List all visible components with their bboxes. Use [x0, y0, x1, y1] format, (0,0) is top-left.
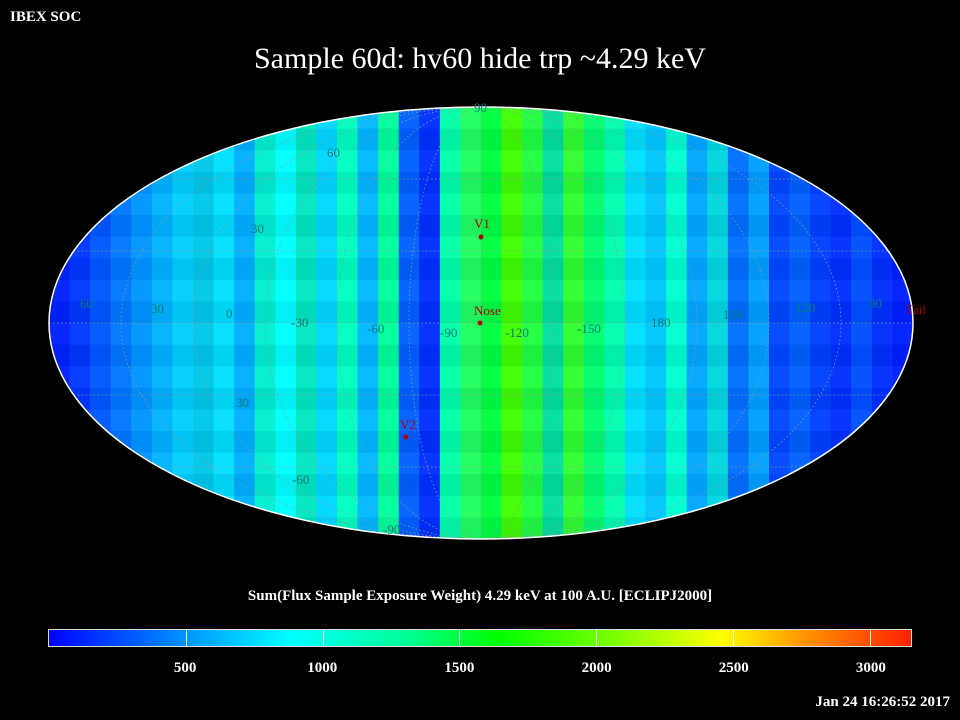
flux-band: [316, 107, 338, 539]
flux-row-shade: [49, 474, 913, 496]
timestamp: Jan 24 16:26:52 2017: [815, 694, 950, 710]
lon-label: -30: [291, 315, 308, 330]
marker-dot-v1: [478, 234, 484, 240]
flux-band: [501, 107, 523, 539]
meridian-line: [120, 107, 482, 539]
flux-row-shade: [49, 215, 913, 237]
lon-label: 180: [651, 315, 671, 330]
marker-label-nose: Nose: [474, 303, 501, 318]
flux-row-shade: [49, 323, 913, 345]
flux-band: [234, 107, 256, 539]
meridian-line: [192, 107, 482, 539]
flux-band: [439, 107, 462, 539]
colorbar-tick-label: 500: [173, 660, 197, 676]
lat-label: -90: [383, 522, 400, 537]
lon-label: 90: [869, 296, 882, 311]
lat-label: 30: [251, 221, 264, 236]
flux-row-shade: [49, 431, 913, 453]
marker-label-tail: Tail: [906, 302, 926, 317]
flux-band: [625, 107, 647, 539]
colorbar-tick: [733, 630, 735, 646]
flux-band: [295, 107, 318, 539]
flux-band: [460, 107, 482, 539]
colorbar-tick: [185, 630, 187, 646]
colorbar-tick-label: 3000: [855, 660, 886, 676]
lon-label: 120: [796, 300, 816, 315]
colorbar-tick: [322, 630, 324, 646]
flux-band: [481, 107, 503, 539]
flux-band: [604, 107, 626, 539]
flux-band: [213, 107, 235, 539]
page-title: Sample 60d: hv60 hide trp ~4.29 keV: [253, 42, 706, 75]
meridian-line: [480, 107, 842, 539]
map-outline: [48, 106, 914, 540]
lon-label: 0: [226, 306, 233, 321]
lat-label: 60: [327, 145, 340, 160]
lon-label: -90: [440, 325, 457, 340]
lat-label: -60: [292, 472, 309, 487]
flux-band: [172, 107, 194, 539]
flux-band: [666, 107, 688, 539]
flux-row-shade: [49, 387, 913, 410]
flux-band: [645, 107, 667, 539]
colorbar-tick: [459, 630, 461, 646]
colorbar-tick-label: 2000: [581, 660, 612, 676]
flux-band: [193, 107, 215, 539]
colorbar-tick: [869, 630, 871, 646]
flux-band: [337, 107, 359, 539]
lon-label: -150: [577, 321, 601, 336]
colorbar-tick: [596, 630, 598, 646]
lon-label: -60: [367, 321, 384, 336]
marker-dot-v2: [403, 434, 409, 440]
flux-band: [151, 107, 174, 539]
flux-band: [357, 107, 379, 539]
lon-label: -120: [505, 325, 529, 340]
colorbar-tick-label: 1500: [444, 660, 475, 676]
lat-label: 90: [474, 100, 487, 115]
meridian-line: [480, 107, 698, 539]
marker-label-v2: V2: [400, 417, 416, 432]
flux-band: [727, 107, 750, 539]
flux-band: [522, 107, 544, 539]
sky-map: 90 60 30 30 -60 -90 60 30 0 -30 -60 -90 …: [48, 100, 926, 540]
colorbar: [48, 629, 912, 647]
colorbar-title: Sum(Flux Sample Exposure Weight) 4.29 ke…: [247, 588, 713, 604]
marker-label-v1: V1: [474, 216, 490, 231]
marker-dot-nose: [477, 320, 483, 326]
flux-band: [748, 107, 770, 539]
flux-band: [769, 107, 791, 539]
lat-label: 30: [236, 395, 249, 410]
lon-label: 30: [151, 301, 164, 316]
colorbar-tick-label: 1000: [307, 660, 338, 676]
meridian-line: [480, 107, 770, 539]
flux-row-shade: [49, 366, 913, 388]
flux-band: [789, 107, 811, 539]
flux-band: [378, 107, 400, 539]
flux-band: [583, 107, 606, 539]
flux-row-shade: [49, 171, 913, 194]
meridian-line: [264, 107, 482, 539]
flux-band: [810, 107, 832, 539]
lon-label: 60: [80, 296, 93, 311]
corner-label: IBEX SOC: [10, 9, 82, 25]
lon-label: 150: [723, 307, 743, 322]
flux-row-shade: [49, 258, 913, 280]
colorbar-tick-label: 2500: [718, 660, 749, 676]
